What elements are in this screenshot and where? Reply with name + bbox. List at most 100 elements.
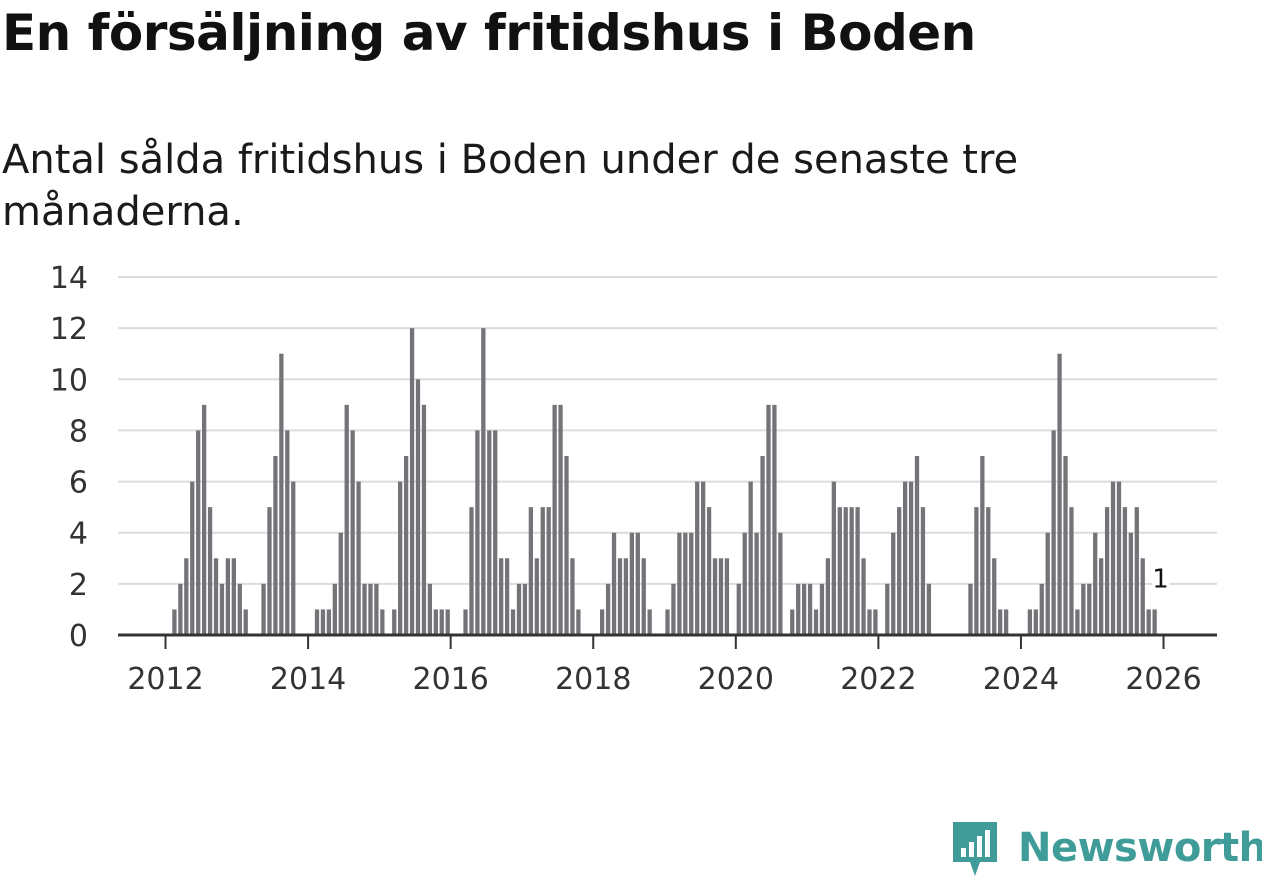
- bar: [849, 507, 854, 635]
- bar: [1134, 507, 1139, 635]
- bar-chart: 0 2 4 6 8 10 12 14 2012 2014 2016 2018 2020 2022 2024 2…: [50, 261, 1217, 697]
- bar: [766, 404, 771, 635]
- bar: [196, 430, 201, 635]
- bar: [1128, 532, 1134, 635]
- bar: [534, 558, 539, 635]
- bar: [772, 404, 777, 635]
- bar: [487, 430, 492, 635]
- bar: [225, 558, 231, 635]
- bar: [243, 609, 248, 635]
- bar: [1093, 532, 1098, 635]
- bar: [825, 558, 831, 635]
- bar: [986, 507, 991, 635]
- bar: [873, 609, 878, 635]
- brand-name: Newsworthy: [1018, 825, 1262, 871]
- bar: [570, 558, 575, 635]
- gridlines: [118, 276, 1217, 585]
- bar: [1087, 583, 1092, 635]
- bar: [831, 481, 836, 635]
- bar: [433, 609, 438, 635]
- bar: [807, 583, 813, 635]
- bar: [742, 532, 747, 635]
- bar: [819, 583, 825, 635]
- bar: [219, 583, 225, 635]
- bar: [445, 609, 450, 635]
- bar: [439, 609, 444, 635]
- bar: [1110, 481, 1116, 635]
- bar: [647, 609, 652, 635]
- bar: [1069, 507, 1074, 635]
- y-tick-label: 12: [50, 312, 88, 347]
- bar: [190, 481, 195, 635]
- bar: [689, 532, 694, 635]
- bar: [564, 456, 569, 635]
- bar: [748, 481, 753, 635]
- x-tick-label: 2020: [698, 662, 774, 697]
- bar: [813, 609, 819, 635]
- bar: [701, 481, 706, 635]
- bar: [1081, 583, 1086, 635]
- bar: [261, 583, 266, 635]
- bar: [415, 379, 421, 635]
- bar: [605, 583, 611, 635]
- bar: [790, 609, 795, 635]
- x-tick-label: 2024: [983, 662, 1059, 697]
- bar: [1039, 583, 1044, 635]
- bar: [356, 481, 361, 635]
- bar: [504, 558, 510, 635]
- bar: [867, 609, 872, 635]
- bar: [493, 430, 498, 635]
- bar: [291, 481, 296, 635]
- x-tick-label: 2022: [840, 662, 916, 697]
- y-tick-label: 2: [69, 568, 88, 603]
- bar: [528, 507, 534, 635]
- bar: [706, 507, 712, 635]
- bar: [558, 404, 563, 635]
- bar: [891, 532, 896, 635]
- labels: 0 2 4 6 8 10 12 14 2012 2014 2016 2018 2020 2022 2024 2…: [50, 261, 1202, 697]
- y-tick-label: 8: [69, 414, 88, 449]
- bar: [843, 507, 848, 635]
- page-title: En försäljning av fritidshus i Boden: [2, 4, 976, 62]
- bar: [374, 583, 379, 635]
- bar: [885, 583, 890, 635]
- bar: [712, 558, 718, 635]
- bar: [600, 609, 605, 635]
- bar: [629, 532, 634, 635]
- bar: [237, 583, 242, 635]
- bar: [320, 609, 326, 635]
- bar: [992, 558, 997, 635]
- bar: [914, 456, 920, 635]
- y-tick-label: 4: [69, 517, 88, 552]
- bar: [974, 507, 979, 635]
- bar: [1003, 609, 1009, 635]
- bar: [671, 583, 676, 635]
- y-tick-label: 14: [50, 261, 88, 296]
- bar: [1057, 353, 1062, 635]
- bar: [968, 583, 973, 635]
- bar: [683, 532, 688, 635]
- bar: [392, 609, 397, 635]
- bar: [380, 609, 385, 635]
- bar: [409, 328, 415, 635]
- bar: [677, 532, 682, 635]
- x-tick-label: 2014: [270, 662, 346, 697]
- y-tick-label: 10: [50, 363, 88, 398]
- bar: [718, 558, 724, 635]
- bar: [617, 558, 623, 635]
- bar: [362, 583, 367, 635]
- bar: [427, 583, 433, 635]
- bar: [207, 507, 213, 635]
- bar: [499, 558, 504, 635]
- bar: [926, 583, 932, 635]
- bar: [724, 558, 730, 635]
- newsworthy-logo-icon: [953, 822, 997, 876]
- bar: [980, 456, 985, 635]
- bar: [861, 558, 866, 635]
- x-tick-label: 2016: [412, 662, 488, 697]
- bar: [695, 481, 700, 635]
- bar: [350, 430, 355, 635]
- bar: [184, 558, 189, 635]
- bar: [908, 481, 914, 635]
- bar: [1027, 609, 1033, 635]
